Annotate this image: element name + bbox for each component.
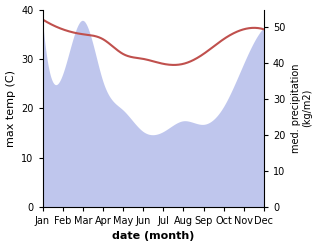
Y-axis label: med. precipitation
(kg/m2): med. precipitation (kg/m2) xyxy=(291,63,313,153)
Y-axis label: max temp (C): max temp (C) xyxy=(5,70,16,147)
X-axis label: date (month): date (month) xyxy=(112,231,194,242)
